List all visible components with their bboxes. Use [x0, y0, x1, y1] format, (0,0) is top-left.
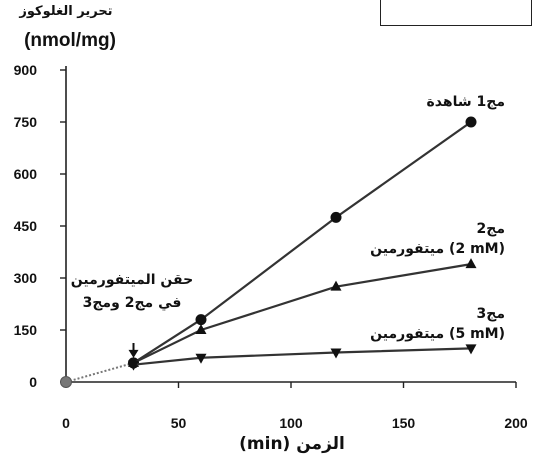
x-tick-label: 50	[171, 415, 187, 431]
axis-labels: تحرير الغلوكوز (nmol/mg) (min) الزمن	[18, 4, 344, 454]
data-point-triangle-up	[465, 258, 477, 269]
tick-labels: 0 150 300 450 600 750 900 0 50 100 150 200	[14, 62, 528, 431]
annotation-text-line: في مج2 ومج3	[83, 295, 182, 311]
series-label-line: مج1 شاهدة	[427, 94, 505, 110]
y-tick-label: 750	[14, 114, 38, 130]
data-point-circle	[195, 314, 207, 326]
legend-box	[380, 0, 532, 26]
data-point-circle	[465, 116, 477, 128]
data-point-triangle-down	[195, 353, 207, 364]
series-line	[132, 121, 472, 364]
series-2: مج2 ميتفورمين (2 mM)	[128, 221, 505, 367]
y-axis-label-line2: (nmol/mg)	[24, 30, 116, 51]
y-axis-label-line1: تحرير الغلوكوز	[18, 4, 112, 19]
y-tick-label: 600	[14, 166, 38, 182]
y-tick-label: 300	[14, 270, 38, 286]
x-tick-label: 0	[62, 415, 70, 431]
annotation-text-line: حقن الميتفورمين	[71, 272, 193, 288]
injection-annotation: حقن الميتفورمين في مج2 ومج3	[71, 272, 193, 358]
series-line	[132, 347, 472, 366]
data-point-triangle-down	[330, 348, 342, 359]
series-label-line: مج3	[476, 306, 505, 322]
annotation-arrow-head	[128, 349, 139, 358]
baseline-line	[65, 361, 134, 383]
baseline-point	[60, 376, 72, 388]
data-point-triangle-up	[195, 324, 207, 334]
series-line	[133, 263, 472, 364]
series-label-line: ميتفورمين (2 mM)	[370, 241, 505, 257]
y-tick-label: 450	[14, 218, 38, 234]
data-point-triangle-down	[465, 344, 477, 355]
series-label-line: مج2	[476, 221, 505, 237]
y-tick-label: 0	[29, 374, 37, 390]
x-tick-label: 100	[279, 415, 303, 431]
x-tick-label: 200	[504, 415, 528, 431]
data-point-circle	[330, 211, 342, 223]
data-point-triangle-down	[128, 360, 139, 371]
x-tick-label: 150	[392, 415, 416, 431]
series-3: مج3 ميتفورمين (5 mM)	[128, 306, 505, 371]
data-point-triangle-up	[330, 280, 342, 291]
series-group: مج1 شاهدة مج2 ميتفورمين (2 mM) مج3 ميتفورمين…	[60, 94, 505, 388]
y-tick-label: 150	[14, 322, 38, 338]
series-label-line: ميتفورمين (5 mM)	[370, 326, 505, 342]
axes	[60, 66, 517, 388]
x-axis-label: (min) الزمن	[239, 434, 345, 454]
y-tick-label: 900	[14, 62, 38, 78]
